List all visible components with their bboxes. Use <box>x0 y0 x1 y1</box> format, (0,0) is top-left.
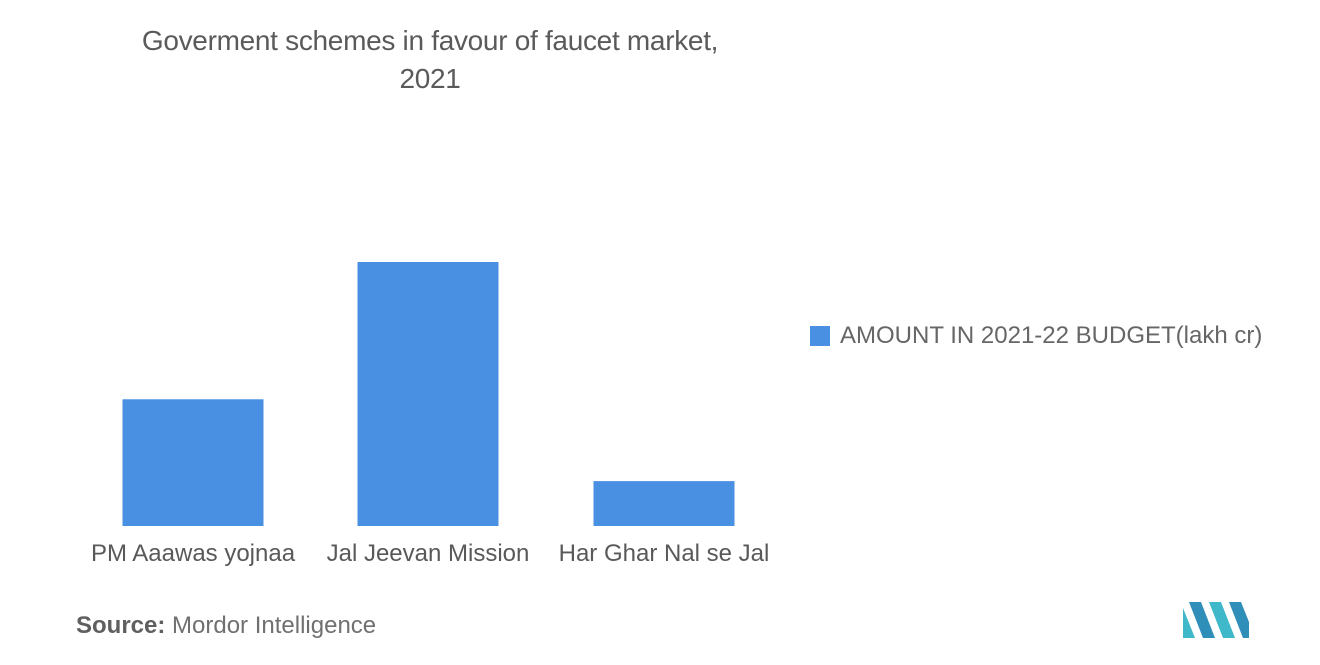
legend-label: AMOUNT IN 2021-22 BUDGET(lakh cr) <box>840 322 1263 349</box>
x-tick-label-1: Jal Jeevan Mission <box>327 540 530 567</box>
source-label: Source: <box>76 612 166 639</box>
source-note: Source: Mordor Intelligence <box>76 612 376 640</box>
source-value: Mordor Intelligence <box>172 612 377 639</box>
x-tick-label-2: Har Ghar Nal se Jal <box>559 540 770 567</box>
mordor-logo-icon <box>1183 602 1249 638</box>
chart-title-line2: 2021 <box>399 63 461 94</box>
legend-swatch <box>810 326 830 346</box>
bar-1 <box>357 262 499 526</box>
bar-0 <box>122 399 264 526</box>
bar-2 <box>593 481 735 526</box>
chart-title: Goverment schemes in favour of faucet ma… <box>60 22 800 98</box>
x-tick-label-0: PM Aaawas yojnaa <box>91 540 296 567</box>
chart-legend: AMOUNT IN 2021-22 BUDGET(lakh cr) <box>810 322 1262 350</box>
chart-title-line1: Goverment schemes in favour of faucet ma… <box>141 25 719 56</box>
